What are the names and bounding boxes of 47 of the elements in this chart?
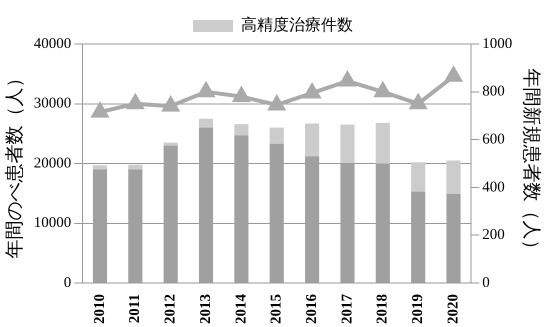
x-tick-label: 2012 <box>162 294 179 324</box>
x-tick-label: 2010 <box>92 294 108 324</box>
y-axis-title: 年間のべ患者数（人） <box>4 68 26 258</box>
point <box>233 88 250 102</box>
bar <box>340 124 355 163</box>
x-tick-label: 2017 <box>339 294 356 324</box>
y2-tick-label: 800 <box>482 84 505 100</box>
x-tick-label: 2018 <box>374 294 391 324</box>
y2-tick-label: 0 <box>482 274 490 291</box>
bar <box>234 124 248 136</box>
point <box>374 82 391 98</box>
y-tick-label: 30000 <box>34 96 72 112</box>
bar <box>305 123 320 156</box>
y-tick-label: 0 <box>64 274 72 291</box>
y2-tick-label: 400 <box>482 179 505 196</box>
y2-tick-label: 1000 <box>482 36 512 52</box>
point <box>92 103 108 118</box>
point <box>268 96 285 110</box>
y2-tick-label: 600 <box>482 132 505 148</box>
legend-label: 高精度治療件数 <box>241 16 353 34</box>
y2-tick-label: 200 <box>482 227 505 244</box>
x-tick-label: 2011 <box>127 294 144 324</box>
y-tick-label: 10000 <box>34 215 72 232</box>
y2-axis-title: 年間新規患者数（人） <box>520 68 543 258</box>
x-tick-label: 2019 <box>410 294 426 324</box>
bar <box>411 162 426 192</box>
x-tick-label: 2016 <box>304 294 320 324</box>
point <box>445 67 462 82</box>
bar <box>376 122 390 164</box>
point <box>410 94 426 110</box>
x-tick-label: 2013 <box>198 294 214 324</box>
x-tick-label: 2014 <box>233 294 250 324</box>
bar <box>198 118 214 128</box>
point <box>339 72 356 87</box>
point <box>304 84 320 98</box>
x-tick-label: 2020 <box>445 294 462 324</box>
bar <box>128 164 142 170</box>
x-tick-label: 2015 <box>268 294 285 324</box>
bar <box>270 128 284 144</box>
y-tick-label: 40000 <box>34 36 72 52</box>
bar <box>92 165 108 170</box>
point <box>198 82 214 98</box>
bar <box>446 160 461 194</box>
point <box>127 94 144 110</box>
y-tick-label: 20000 <box>34 155 72 172</box>
bar <box>164 142 178 146</box>
point <box>162 97 179 112</box>
